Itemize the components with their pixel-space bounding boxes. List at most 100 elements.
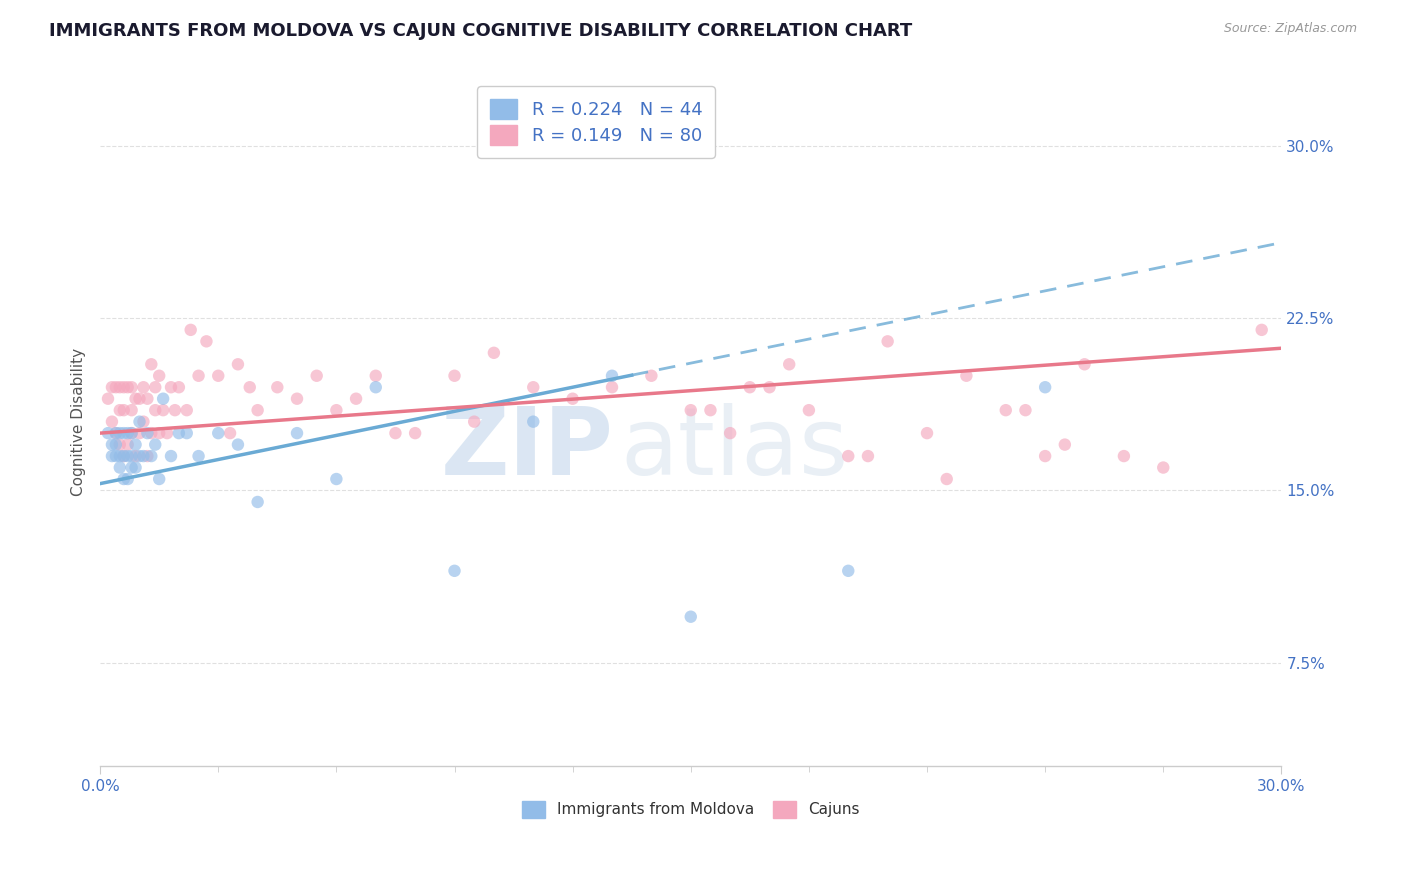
- Point: [679, 403, 702, 417]
- Point: [246, 495, 269, 509]
- Point: [600, 380, 623, 394]
- Point: [143, 403, 166, 417]
- Point: [152, 392, 174, 406]
- Point: [1073, 357, 1095, 371]
- Point: [108, 437, 131, 451]
- Point: [148, 426, 170, 441]
- Point: [1152, 460, 1174, 475]
- Point: [112, 472, 135, 486]
- Point: [994, 403, 1017, 417]
- Point: [443, 564, 465, 578]
- Point: [187, 368, 209, 383]
- Point: [239, 380, 262, 394]
- Point: [364, 368, 387, 383]
- Point: [128, 426, 150, 441]
- Point: [124, 449, 146, 463]
- Point: [121, 426, 143, 441]
- Point: [104, 380, 127, 394]
- Point: [325, 403, 347, 417]
- Point: [132, 415, 155, 429]
- Text: atlas: atlas: [620, 403, 848, 495]
- Point: [778, 357, 800, 371]
- Point: [837, 449, 859, 463]
- Point: [640, 368, 662, 383]
- Point: [876, 334, 898, 349]
- Point: [104, 426, 127, 441]
- Point: [108, 449, 131, 463]
- Point: [143, 380, 166, 394]
- Point: [124, 392, 146, 406]
- Point: [136, 449, 159, 463]
- Point: [108, 426, 131, 441]
- Point: [738, 380, 761, 394]
- Point: [758, 380, 780, 394]
- Point: [180, 323, 202, 337]
- Point: [285, 426, 308, 441]
- Point: [219, 426, 242, 441]
- Point: [207, 426, 229, 441]
- Point: [117, 449, 139, 463]
- Point: [112, 449, 135, 463]
- Point: [108, 403, 131, 417]
- Point: [679, 609, 702, 624]
- Point: [1033, 449, 1056, 463]
- Point: [797, 403, 820, 417]
- Point: [266, 380, 288, 394]
- Point: [344, 392, 367, 406]
- Point: [136, 426, 159, 441]
- Point: [160, 380, 183, 394]
- Point: [600, 368, 623, 383]
- Point: [97, 426, 120, 441]
- Point: [837, 564, 859, 578]
- Point: [121, 403, 143, 417]
- Point: [176, 426, 198, 441]
- Point: [246, 403, 269, 417]
- Point: [128, 449, 150, 463]
- Point: [187, 449, 209, 463]
- Point: [325, 472, 347, 486]
- Point: [935, 472, 957, 486]
- Point: [143, 437, 166, 451]
- Point: [1112, 449, 1135, 463]
- Point: [121, 380, 143, 394]
- Point: [163, 403, 186, 417]
- Point: [128, 392, 150, 406]
- Point: [132, 449, 155, 463]
- Point: [955, 368, 977, 383]
- Point: [112, 403, 135, 417]
- Point: [152, 403, 174, 417]
- Point: [1014, 403, 1036, 417]
- Point: [1053, 437, 1076, 451]
- Point: [522, 415, 544, 429]
- Point: [207, 368, 229, 383]
- Point: [463, 415, 485, 429]
- Point: [108, 380, 131, 394]
- Point: [104, 437, 127, 451]
- Point: [101, 449, 124, 463]
- Point: [176, 403, 198, 417]
- Point: [156, 426, 179, 441]
- Point: [117, 426, 139, 441]
- Point: [364, 380, 387, 394]
- Point: [124, 460, 146, 475]
- Point: [104, 449, 127, 463]
- Point: [101, 415, 124, 429]
- Point: [124, 437, 146, 451]
- Point: [117, 472, 139, 486]
- Point: [136, 392, 159, 406]
- Point: [482, 346, 505, 360]
- Text: Source: ZipAtlas.com: Source: ZipAtlas.com: [1223, 22, 1357, 36]
- Y-axis label: Cognitive Disability: Cognitive Disability: [72, 348, 86, 496]
- Point: [112, 426, 135, 441]
- Legend: Immigrants from Moldova, Cajuns: Immigrants from Moldova, Cajuns: [516, 795, 866, 823]
- Point: [141, 449, 163, 463]
- Point: [404, 426, 426, 441]
- Point: [285, 392, 308, 406]
- Text: ZIP: ZIP: [441, 403, 614, 495]
- Point: [195, 334, 218, 349]
- Point: [117, 380, 139, 394]
- Point: [97, 392, 120, 406]
- Point: [112, 449, 135, 463]
- Point: [141, 426, 163, 441]
- Point: [443, 368, 465, 383]
